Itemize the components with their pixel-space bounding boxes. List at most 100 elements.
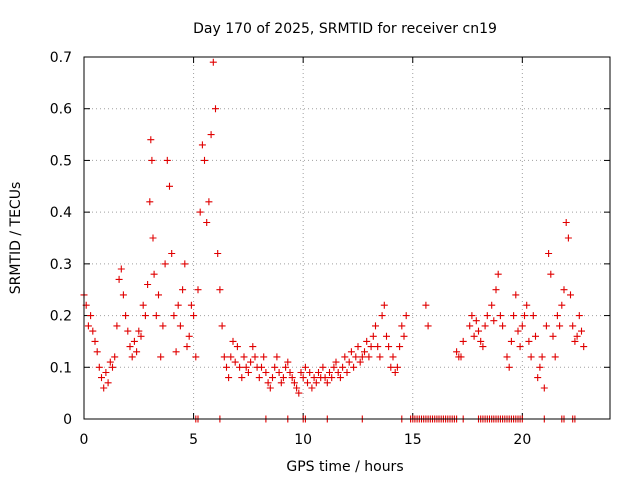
- data-point: [488, 301, 496, 309]
- data-point: [558, 301, 566, 309]
- data-point: [147, 136, 155, 144]
- data-point: [148, 156, 156, 164]
- data-point: [240, 353, 248, 361]
- data-point: [499, 322, 507, 330]
- data-point: [152, 312, 160, 320]
- data-point: [157, 353, 165, 361]
- data-point: [214, 250, 222, 257]
- data-point: [308, 384, 316, 392]
- grid-lines: [84, 57, 610, 419]
- data-point: [279, 374, 287, 382]
- data-point: [113, 322, 121, 330]
- data-point: [179, 286, 187, 294]
- data-point: [198, 141, 206, 149]
- data-point: [553, 312, 561, 320]
- data-point: [95, 363, 103, 371]
- data-point: [301, 363, 309, 371]
- data-point: [376, 353, 384, 361]
- data-point: [255, 374, 263, 382]
- y-tick-label: 0.6: [50, 102, 72, 118]
- data-point: [102, 369, 110, 376]
- data-point: [227, 353, 235, 361]
- y-tick-label: 0.3: [50, 257, 72, 273]
- data-point: [518, 322, 526, 330]
- data-point: [260, 353, 268, 361]
- data-point: [505, 363, 513, 371]
- data-point: [540, 384, 548, 392]
- data-point: [295, 389, 303, 397]
- data-point: [144, 281, 152, 288]
- data-point: [374, 343, 382, 351]
- data-point: [98, 374, 105, 382]
- data-point: [538, 353, 546, 361]
- data-point: [106, 358, 114, 366]
- data-point: [573, 332, 581, 340]
- data-point: [150, 270, 158, 278]
- data-point: [575, 312, 583, 320]
- data-point: [244, 369, 252, 376]
- data-point: [238, 374, 246, 382]
- data-point: [247, 358, 255, 366]
- data-point: [273, 353, 281, 361]
- data-point: [560, 286, 568, 294]
- data-point: [481, 322, 489, 330]
- data-point: [315, 369, 322, 376]
- data-point: [225, 374, 233, 382]
- y-tick-label: 0.1: [50, 360, 72, 376]
- data-point: [233, 343, 241, 351]
- data-point: [163, 156, 171, 164]
- data-point: [288, 374, 296, 382]
- data-point: [128, 353, 136, 361]
- data-point: [358, 353, 366, 361]
- data-point: [492, 286, 500, 294]
- y-tick-label: 0.2: [50, 309, 72, 325]
- data-point: [532, 332, 539, 340]
- data-point: [472, 317, 480, 325]
- data-point: [258, 363, 265, 371]
- x-tick-label: 15: [404, 432, 422, 448]
- data-point: [363, 337, 371, 345]
- data-point: [468, 312, 476, 320]
- data-point: [209, 58, 217, 66]
- data-point: [223, 363, 230, 371]
- data-point: [109, 363, 116, 371]
- data-point: [201, 156, 208, 164]
- data-point: [483, 312, 491, 320]
- data-point: [89, 327, 97, 335]
- data-point: [396, 343, 404, 351]
- data-point: [266, 384, 274, 392]
- data-point: [378, 312, 386, 320]
- data-point: [149, 234, 157, 242]
- data-point: [551, 353, 559, 361]
- data-point: [477, 337, 485, 345]
- data-point: [479, 343, 487, 351]
- data-point: [124, 327, 132, 335]
- data-point: [135, 327, 143, 335]
- data-point: [542, 322, 550, 330]
- data-point: [339, 363, 347, 371]
- data-point: [372, 322, 379, 330]
- data-point: [330, 363, 338, 371]
- data-point: [571, 337, 579, 345]
- chart-title: Day 170 of 2025, SRMTID for receiver cn1…: [193, 21, 497, 37]
- data-point: [133, 348, 141, 356]
- data-point: [286, 369, 294, 376]
- data-point: [424, 322, 432, 330]
- data-point: [350, 363, 358, 371]
- data-point: [567, 291, 574, 299]
- data-point: [319, 363, 327, 371]
- data-point: [336, 374, 344, 382]
- data-point: [242, 363, 250, 371]
- data-point: [323, 379, 331, 387]
- data-point: [521, 312, 528, 320]
- data-point: [196, 208, 204, 216]
- data-point: [130, 337, 138, 345]
- data-point: [172, 348, 180, 356]
- data-point: [470, 332, 478, 340]
- data-point: [578, 327, 585, 335]
- data-point: [534, 374, 542, 382]
- data-point: [84, 322, 92, 330]
- data-point: [174, 301, 182, 309]
- y-tick-label: 0: [63, 412, 72, 428]
- data-point: [356, 358, 364, 366]
